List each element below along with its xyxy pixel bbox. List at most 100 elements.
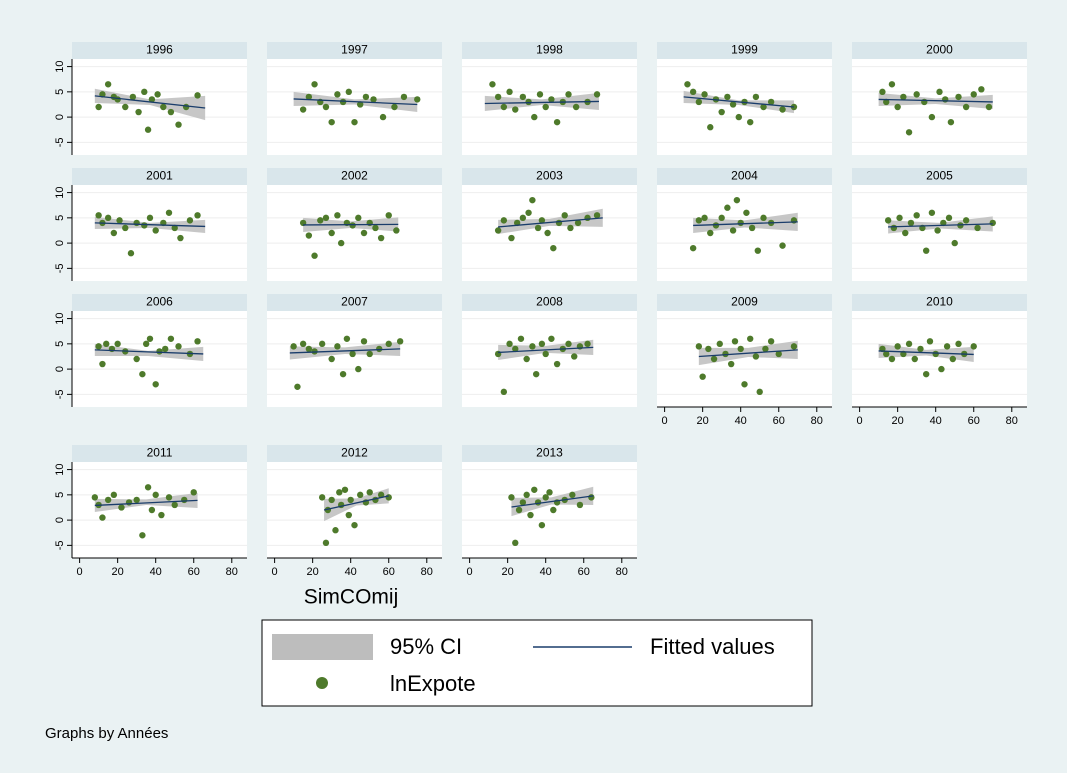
data-point [122,103,129,111]
y-tick-label: 10 [54,186,66,198]
data-point [902,229,909,237]
data-point [99,514,106,521]
panel-plot [462,462,637,558]
fitted-line [94,499,198,507]
data-point [139,370,146,378]
data-point [724,93,731,101]
panel-header [657,42,832,59]
panel-title: 1998 [536,43,563,57]
panel-header [267,168,442,185]
data-point [523,355,530,363]
data-point [339,370,347,378]
data-point [689,88,697,96]
panel-title: 2005 [926,169,953,183]
legend-swatch-ci [272,634,373,660]
y-tick-label: 10 [54,60,66,72]
data-point [95,212,102,219]
data-point [95,343,102,350]
data-point [167,335,175,342]
panel-title: 2002 [341,169,368,183]
data-point [727,360,735,368]
data-point [940,219,947,227]
data-point [695,217,703,224]
x-tick-label: 0 [272,566,278,578]
data-point [366,350,373,358]
data-point [144,126,152,133]
data-point [705,345,712,353]
y-tick-label: 5 [54,492,66,498]
data-point [913,212,920,219]
panel-header [462,445,637,462]
data-point [951,239,958,247]
panel-plot [267,185,442,281]
panel-header [267,42,442,59]
data-point [699,373,706,380]
panel-plot [72,185,247,281]
data-point [962,103,970,111]
data-point [366,489,373,496]
panel-title: 2003 [536,169,563,183]
note: Graphs by Années [45,725,168,742]
panel-header [72,42,247,59]
data-point [894,343,901,350]
data-point [729,101,737,108]
data-point [177,234,184,242]
panel-header [72,168,247,185]
fitted-line [693,221,798,227]
data-point [731,338,739,345]
data-point [542,350,549,358]
x-tick-label: 40 [150,566,162,578]
data-point [372,224,379,232]
data-point [396,338,404,345]
data-point [290,343,297,350]
data-point [743,209,750,216]
data-point [127,250,135,257]
data-point [544,229,551,237]
data-point [942,96,949,103]
data-point [938,365,945,373]
fitted-line [498,346,594,354]
x-tick-label: 60 [968,415,980,427]
panel-title: 2009 [731,295,758,309]
panel-header [657,294,832,311]
fitted-line [878,98,993,103]
data-point [133,355,140,363]
data-point [701,214,708,222]
data-point [141,222,148,229]
data-point [565,340,572,348]
panel-plot [657,311,832,407]
x-tick-label: 60 [773,415,785,427]
data-point [707,124,714,131]
data-point [517,335,525,342]
data-point [322,103,330,111]
data-point [332,527,339,534]
data-point [506,340,513,348]
x-axis-title: SimCOmij [304,586,399,609]
data-point [716,340,723,348]
data-point [494,93,502,101]
y-tick-label: -5 [54,137,66,147]
data-point [754,247,762,254]
data-point [171,224,178,232]
panel-title: 1996 [146,43,173,57]
legend-label: Fitted values [650,634,775,659]
data-point [519,93,527,101]
legend-swatch-point [316,677,328,689]
confidence-band [94,88,206,121]
data-point [165,494,173,501]
panel-header [852,294,1027,311]
data-point [922,247,930,254]
data-point [99,360,106,368]
data-point [343,335,351,342]
data-point [546,489,553,496]
data-point [729,227,737,234]
data-point [756,388,763,396]
panel-title: 2008 [536,295,563,309]
data-point [555,219,563,227]
panel-title: 2010 [926,295,953,309]
data-point [104,214,112,222]
data-point [328,496,335,504]
data-point [175,343,182,350]
